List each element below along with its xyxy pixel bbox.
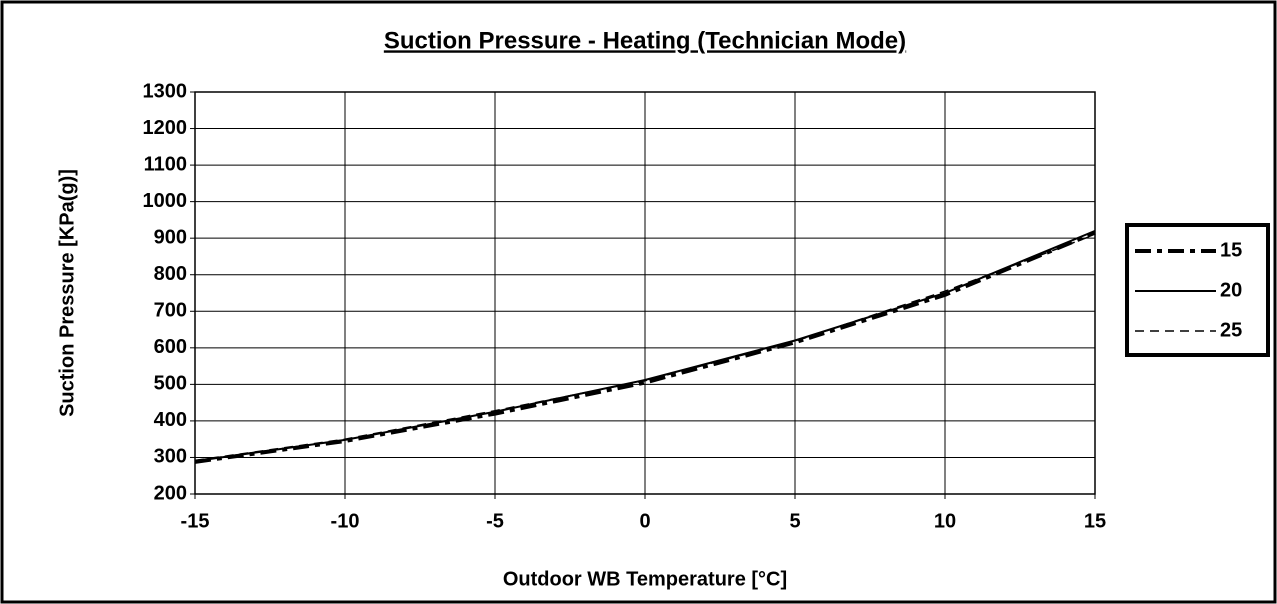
y-axis-label: Suction Pressure [KPa(g)] [56, 169, 78, 417]
legend-label: 20 [1220, 279, 1242, 301]
y-tick-label: 1200 [143, 117, 188, 139]
y-tick-label: 1000 [143, 190, 188, 212]
x-axis-label: Outdoor WB Temperature [°C] [503, 568, 787, 590]
y-tick-label: 300 [154, 446, 187, 468]
legend-label: 15 [1220, 239, 1242, 261]
x-tick-label: 15 [1084, 510, 1106, 532]
y-tick-label: 1100 [144, 153, 187, 175]
x-tick-label: -15 [181, 510, 210, 532]
x-tick-label: 5 [789, 510, 800, 532]
series-line [194, 230, 1096, 464]
x-tick-label: -5 [486, 510, 504, 532]
y-tick-label: 600 [154, 336, 187, 358]
y-tick-label: 500 [154, 373, 187, 395]
chart-title: Suction Pressure - Heating (Technician M… [384, 27, 906, 54]
x-tick-label: -10 [331, 510, 360, 532]
series-line [194, 233, 1096, 462]
legend-label: 25 [1220, 319, 1242, 341]
y-tick-label: 1300 [143, 80, 188, 102]
y-tick-label: 700 [154, 300, 187, 322]
y-tick-label: 900 [154, 226, 187, 248]
y-tick-label: 800 [154, 263, 187, 285]
y-tick-label: 400 [154, 409, 187, 431]
plot-area [194, 91, 1096, 495]
x-tick-label: 0 [639, 510, 650, 532]
y-tick-label: 200 [154, 482, 187, 504]
x-tick-label: 10 [934, 510, 956, 532]
